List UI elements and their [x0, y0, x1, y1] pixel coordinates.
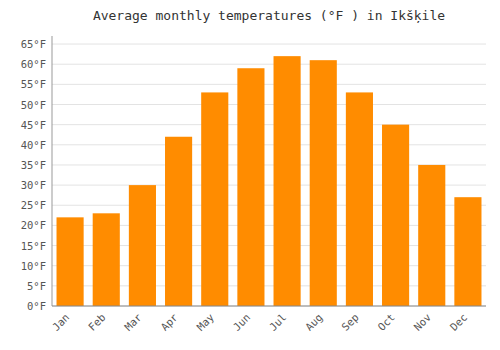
x-tick-label: Sep — [339, 311, 361, 333]
x-tick-label: May — [194, 311, 216, 333]
grid-line — [52, 44, 486, 45]
grid-line — [52, 144, 486, 145]
x-tick-label: Aug — [303, 311, 325, 333]
grid-line — [52, 64, 486, 65]
chart: Average monthly temperatures (°F ) in Ik… — [0, 0, 500, 350]
x-tick-label: Feb — [86, 311, 108, 333]
bar — [237, 68, 264, 306]
y-tick-label: 65°F — [21, 38, 46, 50]
y-tick-label: 35°F — [21, 159, 46, 171]
y-tick-label: 10°F — [21, 260, 46, 272]
grid-line — [52, 104, 486, 105]
y-tick-label: 50°F — [21, 99, 46, 111]
y-tick-label: 45°F — [21, 119, 46, 131]
x-tick-label: Mar — [122, 311, 144, 333]
y-tick-label: 20°F — [21, 219, 46, 231]
grid-line — [52, 124, 486, 125]
chart-container: Average monthly temperatures (°F ) in Ik… — [0, 0, 500, 350]
bar — [201, 92, 228, 306]
bar — [454, 197, 481, 306]
y-tick-label: 15°F — [21, 240, 46, 252]
bar — [346, 92, 373, 306]
y-tick-label: 30°F — [21, 179, 46, 191]
bar — [93, 213, 120, 306]
bars — [57, 56, 482, 306]
x-axis-line — [52, 306, 486, 307]
x-tick-label: Jun — [230, 311, 252, 333]
x-tick-label: Jan — [50, 311, 72, 333]
y-tick-label: 25°F — [21, 199, 46, 211]
y-tick-label: 55°F — [21, 78, 46, 90]
bar — [418, 165, 445, 306]
y-grid — [52, 44, 486, 306]
grid-line — [52, 84, 486, 85]
x-tick-label: Jul — [267, 311, 289, 333]
bar — [274, 56, 301, 306]
y-tick-label: 60°F — [21, 58, 46, 70]
bar — [57, 217, 84, 306]
bar — [165, 137, 192, 306]
grid-line — [52, 306, 486, 307]
x-tick-label: Oct — [375, 311, 397, 333]
x-tick-label: Apr — [158, 311, 180, 333]
bar — [382, 125, 409, 306]
title: Average monthly temperatures (°F ) in Ik… — [93, 8, 445, 24]
bar — [129, 185, 156, 306]
y-tick-label: 5°F — [27, 280, 46, 292]
y-tick-label: 0°F — [27, 300, 46, 312]
x-tick-label: Dec — [447, 311, 469, 333]
y-axis-line — [52, 36, 53, 306]
y-tick-label: 40°F — [21, 139, 46, 151]
x-tick-label: Nov — [411, 311, 433, 333]
bar — [310, 60, 337, 306]
